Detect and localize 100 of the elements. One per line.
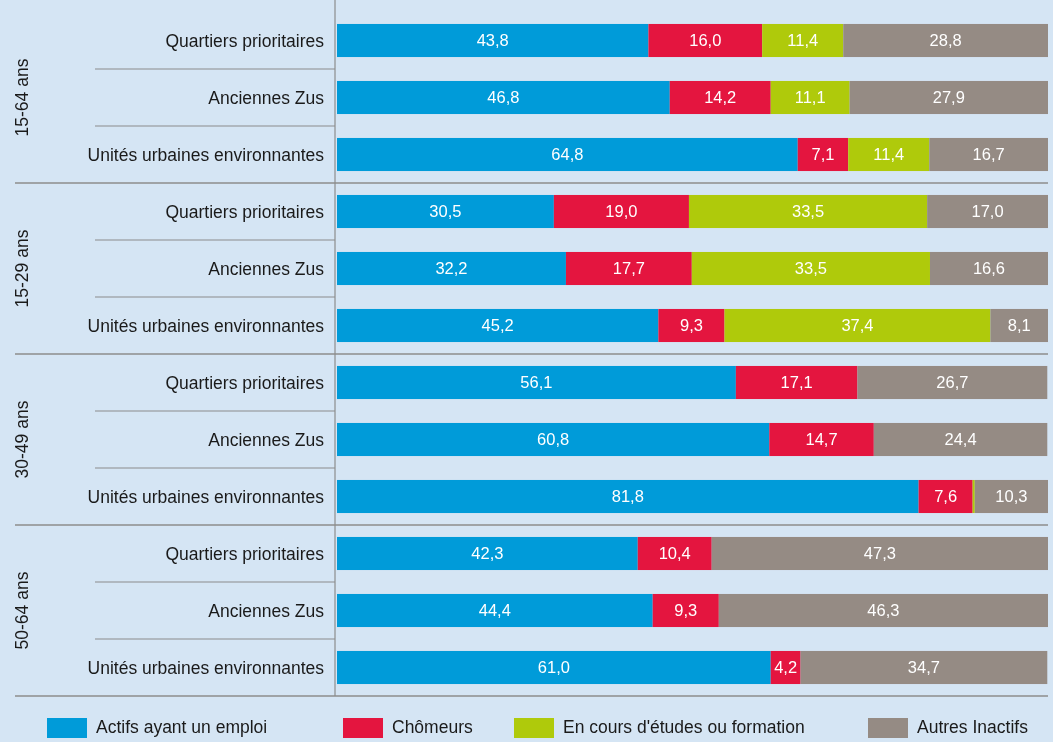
data-label: 16,6 xyxy=(972,259,1006,278)
data-label: 30,5 xyxy=(429,202,462,221)
data-label: 16,0 xyxy=(689,31,722,50)
legend-label: Autres Inactifs xyxy=(917,717,1029,737)
y-tick-label: Unités urbaines environnantes xyxy=(87,657,325,678)
bar xyxy=(337,251,566,286)
y-tick-label: Unités urbaines environnantes xyxy=(87,486,325,507)
data-label: 11,4 xyxy=(873,145,905,164)
bar xyxy=(974,479,1048,514)
bar xyxy=(337,479,919,514)
y-tick-label: Unités urbaines environnantes xyxy=(87,144,325,165)
bar xyxy=(718,593,1048,628)
text: 15-29 ans xyxy=(12,229,32,308)
bar xyxy=(337,365,736,400)
y-tick-label: Quartiers prioritaires xyxy=(165,543,325,564)
text: 30-49 ans xyxy=(12,400,32,479)
data-label: 37,4 xyxy=(841,316,874,335)
bar xyxy=(873,422,1048,457)
bar xyxy=(337,137,798,172)
data-label: 43,8 xyxy=(476,31,509,50)
data-label: 34,7 xyxy=(907,658,940,677)
data-label: 17,7 xyxy=(612,259,645,278)
data-label: 4,2 xyxy=(774,658,798,677)
bar xyxy=(929,137,1048,172)
bar xyxy=(565,251,692,286)
bar xyxy=(337,194,554,229)
data-label: 7,6 xyxy=(934,487,958,506)
y-tick-label: Quartiers prioritaires xyxy=(165,30,325,51)
y-tick-label: Anciennes Zus xyxy=(208,600,325,621)
bar xyxy=(711,536,1048,571)
bar xyxy=(800,650,1048,685)
bar xyxy=(337,23,649,58)
bar xyxy=(972,479,975,514)
data-label: 46,8 xyxy=(487,88,520,107)
bar xyxy=(337,80,670,115)
data-label: 14,2 xyxy=(704,88,737,107)
bar xyxy=(691,251,930,286)
y-tick-label: Quartiers prioritaires xyxy=(165,201,325,222)
bar xyxy=(337,422,770,457)
data-label: 26,7 xyxy=(936,373,969,392)
data-label: 81,8 xyxy=(611,487,644,506)
data-label: 46,3 xyxy=(867,601,900,620)
text: 50-64 ans xyxy=(12,571,32,650)
legend-label: En cours d'études ou formation xyxy=(563,717,805,737)
data-label: 9,3 xyxy=(679,316,703,335)
bar xyxy=(658,308,725,343)
bar xyxy=(652,593,719,628)
data-label: 64,8 xyxy=(551,145,584,164)
bar xyxy=(735,365,858,400)
y-tick-label: Anciennes Zus xyxy=(208,87,325,108)
y-tick-label: Anciennes Zus xyxy=(208,258,325,279)
legend-label: Chômeurs xyxy=(392,717,473,737)
bar xyxy=(762,23,844,58)
bar xyxy=(648,23,763,58)
bar xyxy=(849,80,1048,115)
text: 15-64 ans xyxy=(12,58,32,137)
data-label: 33,5 xyxy=(794,259,827,278)
bar xyxy=(724,308,991,343)
y-tick-label: Quartiers prioritaires xyxy=(165,372,325,393)
data-label: 11,4 xyxy=(787,31,819,50)
bar xyxy=(848,137,930,172)
data-label: 10,4 xyxy=(658,544,691,563)
bar xyxy=(843,23,1048,58)
data-label: 27,9 xyxy=(932,88,965,107)
bar xyxy=(929,251,1048,286)
legend-label: Actifs ayant un emploi xyxy=(96,717,268,737)
bar xyxy=(797,137,849,172)
bar xyxy=(927,194,1048,229)
data-label: 10,3 xyxy=(995,487,1028,506)
y-tick-label: Unités urbaines environnantes xyxy=(87,315,325,336)
bar xyxy=(770,80,850,115)
bar xyxy=(337,308,659,343)
data-label: 44,4 xyxy=(478,601,511,620)
data-label: 33,5 xyxy=(791,202,825,221)
bar xyxy=(918,479,973,514)
data-label: 60,8 xyxy=(537,430,570,449)
data-label: 14,7 xyxy=(805,430,838,449)
data-label: 56,1 xyxy=(520,373,553,392)
bar xyxy=(857,365,1048,400)
data-label: 17,1 xyxy=(780,373,813,392)
data-label: 47,3 xyxy=(863,544,896,563)
y-tick-label: Anciennes Zus xyxy=(208,429,325,450)
bar xyxy=(769,422,874,457)
bar xyxy=(337,536,638,571)
data-label: 8,1 xyxy=(1007,316,1031,335)
data-label: 24,4 xyxy=(944,430,977,449)
data-label: 11,1 xyxy=(794,88,826,107)
data-label: 28,8 xyxy=(929,31,962,50)
bar xyxy=(337,650,771,685)
data-label: 7,1 xyxy=(811,145,835,164)
data-label: 9,3 xyxy=(674,601,698,620)
data-label: 61,0 xyxy=(537,658,570,677)
bar xyxy=(669,80,771,115)
data-label: 42,3 xyxy=(471,544,504,563)
bar xyxy=(637,536,712,571)
data-label: 32,2 xyxy=(435,259,468,278)
data-label: 17,0 xyxy=(971,202,1004,221)
bar xyxy=(990,308,1048,343)
data-label: 45,2 xyxy=(481,316,514,335)
bar xyxy=(688,194,928,229)
